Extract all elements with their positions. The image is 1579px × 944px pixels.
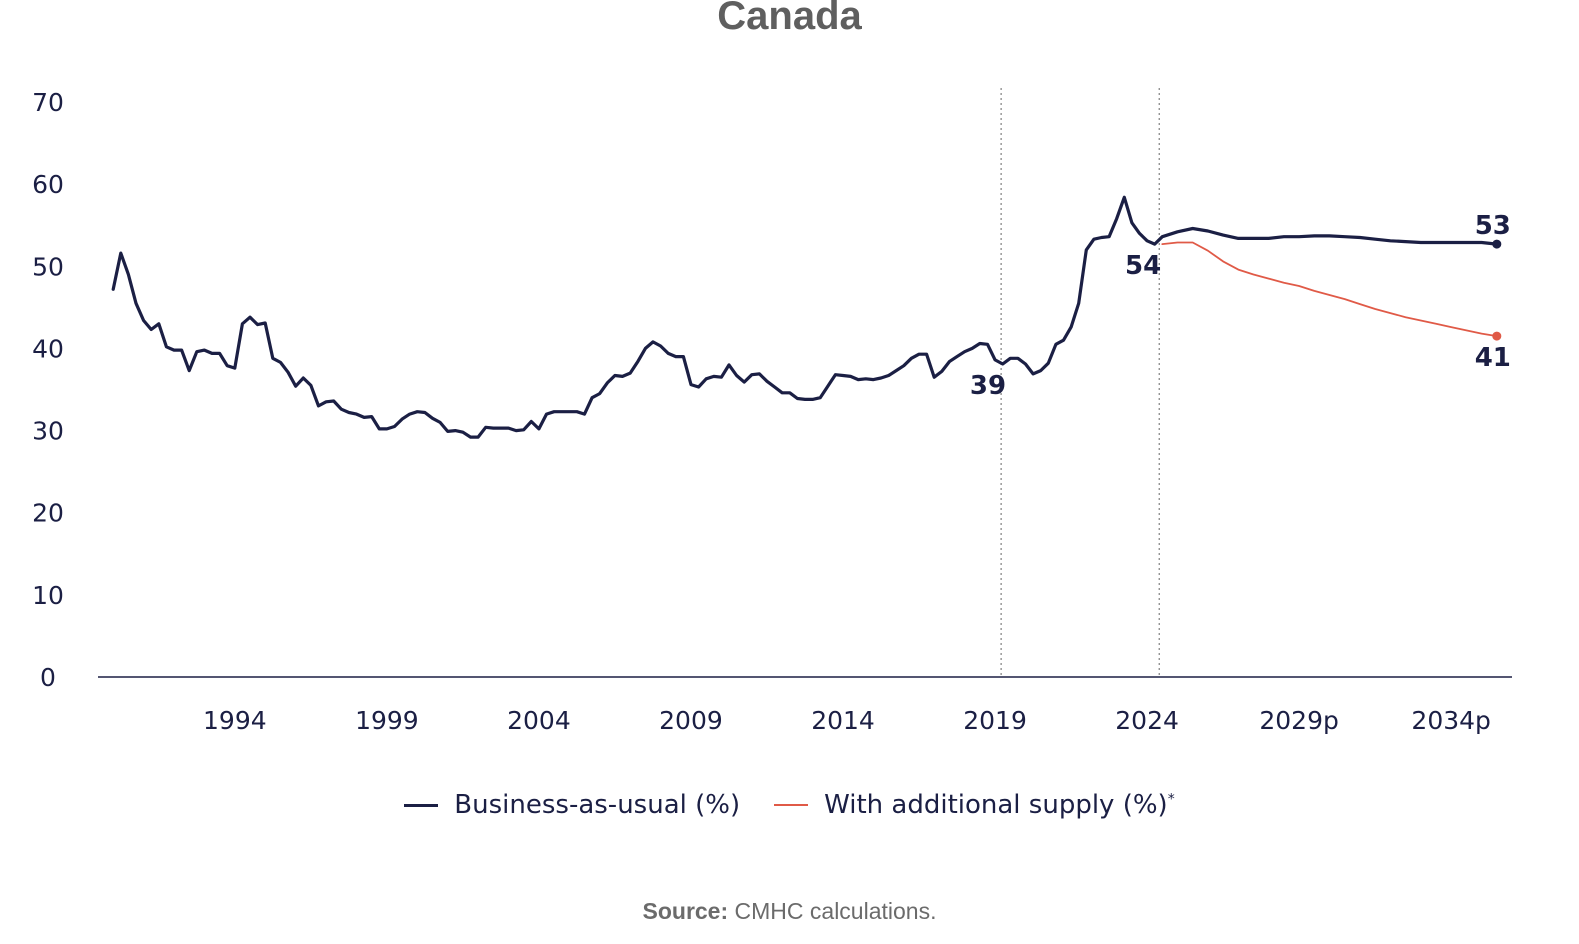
legend-swatch-business-as-usual [404,803,439,807]
x-tick-label-2034p: 2034p [1411,706,1491,735]
y-axis: 0 10 20 30 40 50 60 70 [32,88,64,692]
legend-swatch-additional-supply [774,804,809,806]
x-tick-label-1994: 1994 [203,706,267,735]
x-tick-label-2024: 2024 [1115,706,1179,735]
legend-label-additional-supply-text: With additional supply (%) [824,790,1168,820]
data-label-39: 39 [970,371,1006,401]
y-tick-label-40: 40 [32,334,64,363]
data-label-53: 53 [1475,211,1511,241]
series-layer [111,195,1502,439]
series-line-business-as-usual [111,195,1499,439]
y-tick-label-30: 30 [32,417,64,446]
y-tick-label-70: 70 [32,88,64,117]
source-note: Source: CMHC calculations. [0,898,1579,925]
y-tick-label-10: 10 [32,581,64,610]
x-tick-label-1999: 1999 [355,706,419,735]
series-end-marker-additional-supply [1492,331,1502,341]
data-label-54: 54 [1125,251,1161,281]
chart-title: Canada [717,0,862,38]
legend-label-additional-supply: With additional supply (%)* [824,790,1175,820]
y-tick-label-60: 60 [32,170,64,199]
series-end-marker-business-as-usual [1492,239,1502,249]
source-text: CMHC calculations. [728,898,937,924]
series-line-additional-supply [1161,241,1498,338]
legend-label-business-as-usual: Business-as-usual (%) [454,790,741,820]
y-tick-label-20: 20 [32,499,64,528]
legend: Business-as-usual (%) With additional su… [0,790,1579,820]
x-tick-label-2029p: 2029p [1259,706,1339,735]
x-axis: 1994 1999 2004 2009 2014 2019 2024 2029p 2034p [98,676,1512,735]
reference-lines [1000,88,1160,677]
data-labels: 39 54 53 41 [970,211,1511,401]
x-tick-label-2009: 2009 [659,706,723,735]
legend-item-additional-supply: With additional supply (%)* [774,790,1175,820]
source-prefix: Source: [642,898,729,924]
x-tick-label-2014: 2014 [811,706,875,735]
y-tick-label-50: 50 [32,252,64,281]
x-tick-label-2019: 2019 [963,706,1027,735]
legend-item-business-as-usual: Business-as-usual (%) [404,790,740,820]
x-tick-label-2004: 2004 [507,706,571,735]
y-tick-label-0: 0 [40,663,56,692]
footnote-mark: * [1167,791,1175,808]
chart-canvas: 0 10 20 30 40 50 60 70 1994 1999 2004 2009 2014 2019… [32,88,1512,735]
data-label-41: 41 [1475,343,1511,373]
